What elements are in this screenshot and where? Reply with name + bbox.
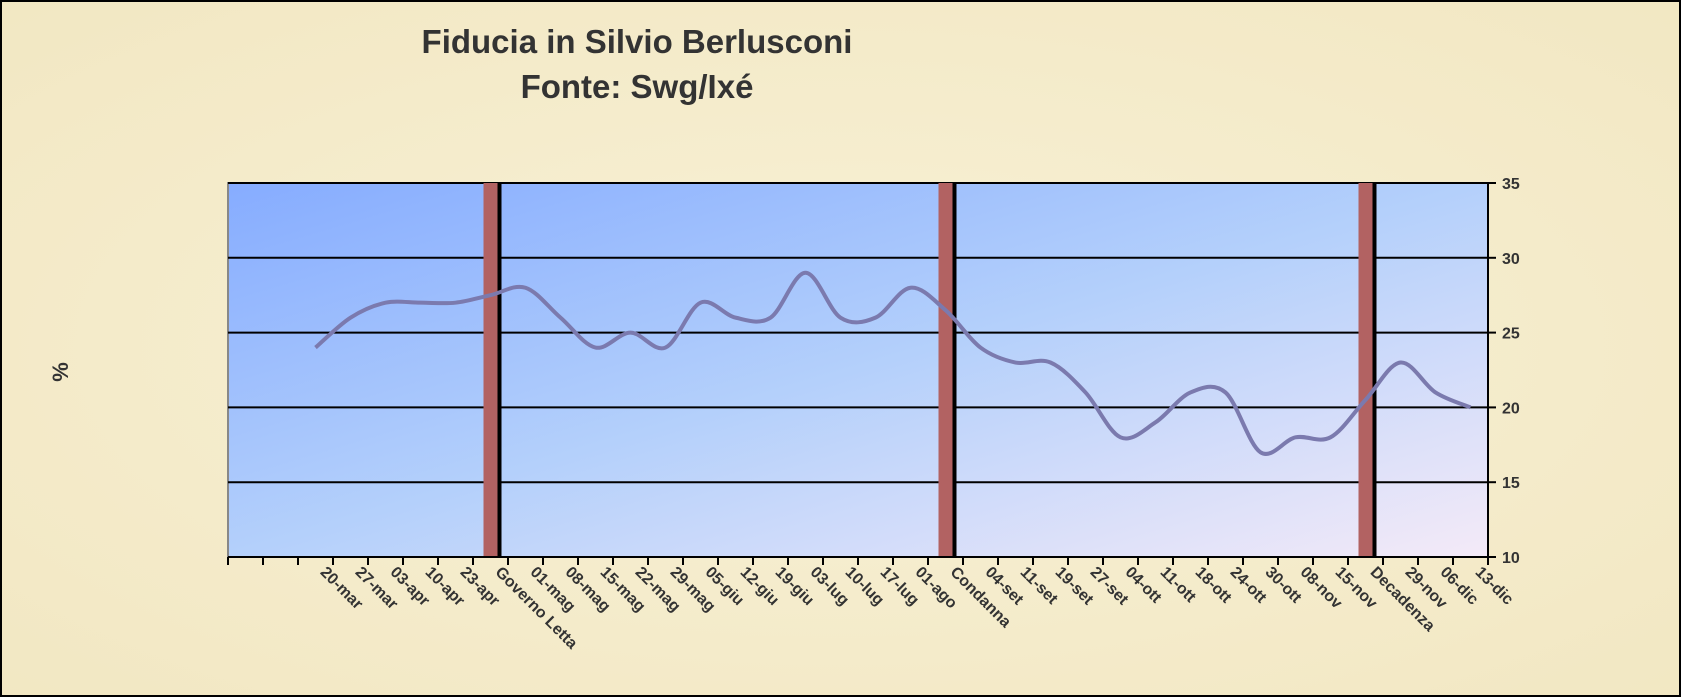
chart-subtitle: Fonte: Swg/Ixé <box>521 68 754 105</box>
event-bar-shadow <box>1372 183 1377 557</box>
y-tick-label: 20 <box>1502 400 1520 417</box>
y-tick-label: 15 <box>1502 475 1520 492</box>
y-tick-label: 30 <box>1502 251 1520 268</box>
event-bar-shadow <box>952 183 957 557</box>
event-bar <box>938 183 953 557</box>
data-line <box>314 270 1472 456</box>
y-tick-label: 25 <box>1502 326 1520 343</box>
y-tick-label: 35 <box>1502 176 1520 193</box>
y-axis-label: % <box>48 362 73 382</box>
event-bar <box>1358 183 1373 557</box>
y-tick-label: 10 <box>1502 550 1520 567</box>
chart-title: Fiducia in Silvio Berlusconi <box>422 23 853 60</box>
event-bar-shadow <box>497 183 502 557</box>
event-bar <box>483 183 498 557</box>
plot-area <box>227 182 1489 558</box>
